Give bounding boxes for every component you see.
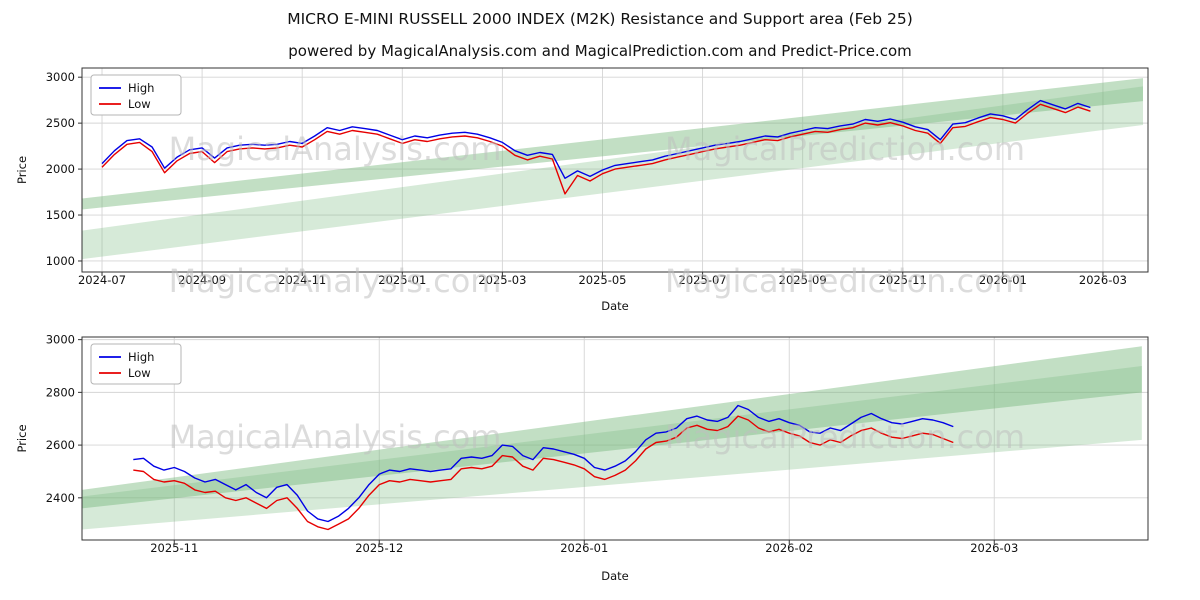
x-tick-label: 2026-03: [970, 541, 1018, 555]
legend: High Low: [90, 74, 182, 116]
plot-border: [81, 67, 1149, 273]
legend-box: [90, 74, 182, 116]
support-resistance-band: [82, 78, 1143, 210]
chart-title: MICRO E-MINI RUSSELL 2000 INDEX (M2K) Re…: [287, 10, 913, 28]
chart-top-svg: 2024-07 2024-09 2024-11 2025-01 2025-03 2025-…: [15, 67, 1149, 313]
support-resistance-band: [82, 366, 1142, 530]
watermark: MagicalAnalysis.com: [169, 418, 502, 456]
x-axis-label: Date: [601, 299, 629, 313]
y-axis-label: Price: [15, 156, 29, 184]
tick-labels: 2024-07 2024-09 2024-11 2025-01 2025-03 2025-…: [46, 70, 1127, 287]
x-tick-label: 2025-05: [578, 273, 626, 287]
x-tick-label: 2026-02: [765, 541, 813, 555]
x-tick-label: 2025-11: [879, 273, 927, 287]
x-tick-label: 2025-09: [779, 273, 827, 287]
legend-label: Low: [128, 366, 151, 380]
watermark: MagicalPrediction.com: [665, 262, 1025, 300]
low-line: [133, 415, 954, 531]
x-tick-label: 2026-03: [1079, 273, 1127, 287]
x-tick-label: 2025-12: [355, 541, 403, 555]
watermark: MagicalAnalysis.com: [169, 262, 502, 300]
x-tick-label: 2024-07: [78, 273, 126, 287]
legend-label: High: [128, 350, 154, 364]
y-tick-label: 3000: [46, 333, 75, 347]
watermark: MagicalPrediction.com: [665, 130, 1025, 168]
chart-bottom-svg: 2025-11 2025-12 2026-01 2026-02 2026-03 2400 2…: [15, 333, 1149, 583]
x-tick-label: 2026-01: [560, 541, 608, 555]
legend-label: High: [128, 81, 154, 95]
plot-border: [81, 336, 1149, 541]
chart-subtitle: powered by MagicalAnalysis.com and Magic…: [288, 42, 912, 60]
x-tick-label: 2025-01: [378, 273, 426, 287]
high-line: [101, 99, 1091, 180]
x-tick-label: 2025-07: [679, 273, 727, 287]
support-resistance-band: [82, 346, 1142, 509]
x-tick-label: 2026-01: [979, 273, 1027, 287]
x-tick-label: 2025-11: [150, 541, 198, 555]
x-tick-label: 2024-11: [278, 273, 326, 287]
tick-labels: 2025-11 2025-12 2026-01 2026-02 2026-03 2400 2…: [46, 333, 1019, 555]
y-axis-label: Price: [15, 424, 29, 452]
y-tick-label: 2500: [46, 116, 75, 130]
x-axis-label: Date: [601, 569, 629, 583]
x-tick-label: 2025-03: [478, 273, 526, 287]
watermark: MagicalAnalysis.com: [169, 130, 502, 168]
y-tick-label: 2400: [46, 491, 75, 505]
high-line: [133, 404, 954, 523]
support-resistance-band: [82, 86, 1143, 260]
x-tick-label: 2024-09: [178, 273, 226, 287]
low-line: [101, 103, 1091, 195]
legend: High Low: [90, 343, 182, 385]
y-tick-label: 2800: [46, 385, 75, 399]
watermark: MagicalPrediction.com: [665, 418, 1025, 456]
legend-label: Low: [128, 97, 151, 111]
y-tick-label: 3000: [46, 70, 75, 84]
y-tick-label: 1000: [46, 254, 75, 268]
y-tick-label: 2600: [46, 438, 75, 452]
y-tick-label: 1500: [46, 208, 75, 222]
y-tick-label: 2000: [46, 162, 75, 176]
legend-box: [90, 343, 182, 385]
